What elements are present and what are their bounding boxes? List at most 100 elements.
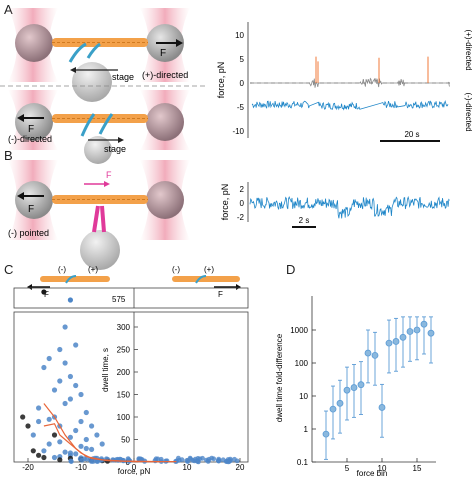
x-tick-label: -10: [75, 463, 87, 472]
motor-protein: [68, 42, 101, 63]
stage-label: stage: [104, 144, 126, 154]
scatter-point: [57, 457, 63, 463]
trace-minus-directed: [251, 100, 449, 111]
stage-bead: [72, 62, 112, 102]
panel-b-schematic: F F (-) pointed: [8, 160, 190, 270]
header-minus-right: (-): [172, 265, 180, 274]
force-arrowhead-top: [104, 181, 110, 187]
scatter-point: [62, 400, 68, 407]
header-schematic-left: (-) (+) F: [27, 265, 110, 299]
y-axis-label: force, pN: [216, 62, 226, 99]
x-axis-label: force, pN: [118, 467, 151, 476]
x-tick-label: 15: [413, 464, 422, 473]
header-plus-left: (+): [88, 265, 98, 274]
scatter-point: [192, 456, 198, 462]
scatter-point: [57, 346, 63, 353]
scatter-point: [78, 443, 84, 449]
scatter-point: [83, 409, 89, 416]
scatter-point: [25, 423, 31, 429]
y-tick-label: 100: [117, 413, 131, 422]
scatter-point: [79, 457, 85, 463]
scatter-point: [67, 450, 73, 456]
scatter-point: [41, 364, 47, 371]
fit-lines: [43, 403, 177, 463]
x-axis-label: force bin: [357, 469, 388, 478]
scatter-point: [36, 418, 42, 425]
break-value-label: 575: [112, 295, 126, 304]
plot-frame: [13, 311, 249, 463]
y-tick-label: -5: [237, 103, 245, 112]
scatter-point: [41, 289, 47, 295]
stage-bead: [84, 136, 112, 164]
scatter-point: [73, 342, 79, 348]
data-point: [406, 328, 414, 335]
scatter-point: [83, 445, 89, 452]
header-minus-left: (-): [58, 265, 66, 274]
force-arrowhead: [17, 114, 24, 122]
data-point: [420, 320, 428, 328]
scatter-point: [73, 427, 79, 434]
y-ticks: 300250200150100500: [117, 323, 138, 467]
force-label: F: [28, 124, 34, 135]
force-label-top: F: [106, 170, 112, 180]
panel-d-letter: D: [286, 262, 296, 277]
scatter-point: [41, 454, 47, 461]
x-tick-label: 10: [378, 464, 387, 473]
pointed-label: (-) pointed: [8, 228, 49, 238]
header-plus-right: (+): [204, 265, 214, 274]
data-point: [378, 404, 386, 411]
scatter-point: [73, 451, 79, 457]
force-label-left: F: [28, 204, 34, 215]
y-axis-label: dwell time, s: [101, 348, 110, 392]
force-label-left: F: [44, 290, 49, 299]
y-tick-label: 250: [117, 346, 131, 355]
x-tick-label: 10: [183, 463, 192, 472]
scatter-point: [67, 373, 73, 380]
bead-left: [15, 181, 53, 219]
panel-c-letter: C: [4, 262, 14, 277]
scatter-point: [68, 458, 74, 464]
y-tick-label: 100: [295, 359, 309, 368]
y-tick-label: 10: [299, 392, 308, 401]
y-tick-label: 0: [240, 79, 245, 88]
scatter-point: [196, 459, 201, 465]
plus-directed-label: (+)-directed: [142, 70, 188, 80]
data-point: [357, 381, 365, 389]
stage-arrowhead: [70, 67, 76, 73]
scatter-point: [200, 455, 205, 461]
scatter-point: [99, 441, 105, 447]
scatter-point: [125, 456, 131, 461]
pink-motor: [92, 205, 106, 233]
fit-line: [43, 403, 161, 463]
panel-a-schematic-top: stage F (+)-directed: [8, 8, 190, 102]
scatter-point: [30, 432, 36, 438]
y-ticks: 1000 100 10 1 0.1: [290, 326, 316, 467]
plot-top-strip: [13, 287, 249, 309]
panel-a-trace: force, pN 10 5 0 -5 -10 20 s (+)-directe…: [216, 22, 473, 142]
force-arrowhead-left: [17, 192, 24, 200]
data-point: [427, 329, 435, 337]
scatter-point: [20, 414, 26, 420]
scatter-point: [41, 448, 47, 454]
y-tick-label: 5: [240, 55, 245, 64]
force-label-right: F: [218, 290, 223, 299]
data-point: [364, 349, 372, 357]
data-point: [371, 351, 379, 359]
scatter-point: [188, 456, 194, 462]
bead-right: [146, 181, 184, 219]
scatter-point: [94, 432, 100, 438]
y-tick-label: 150: [117, 391, 131, 400]
scatter-point: [232, 456, 237, 462]
scale-bar-label: 20 s: [404, 130, 419, 139]
scatter-point: [36, 452, 42, 458]
scatter-point: [67, 434, 73, 440]
data-point: [322, 430, 330, 438]
x-tick-label: -20: [22, 463, 34, 472]
scatter-point: [78, 418, 84, 425]
data-point: [385, 339, 393, 347]
side-label-minus: (-)-directed: [464, 92, 473, 131]
data-point: [413, 326, 421, 334]
scatter-point: [67, 297, 73, 303]
x-tick-label: 0: [132, 463, 137, 472]
